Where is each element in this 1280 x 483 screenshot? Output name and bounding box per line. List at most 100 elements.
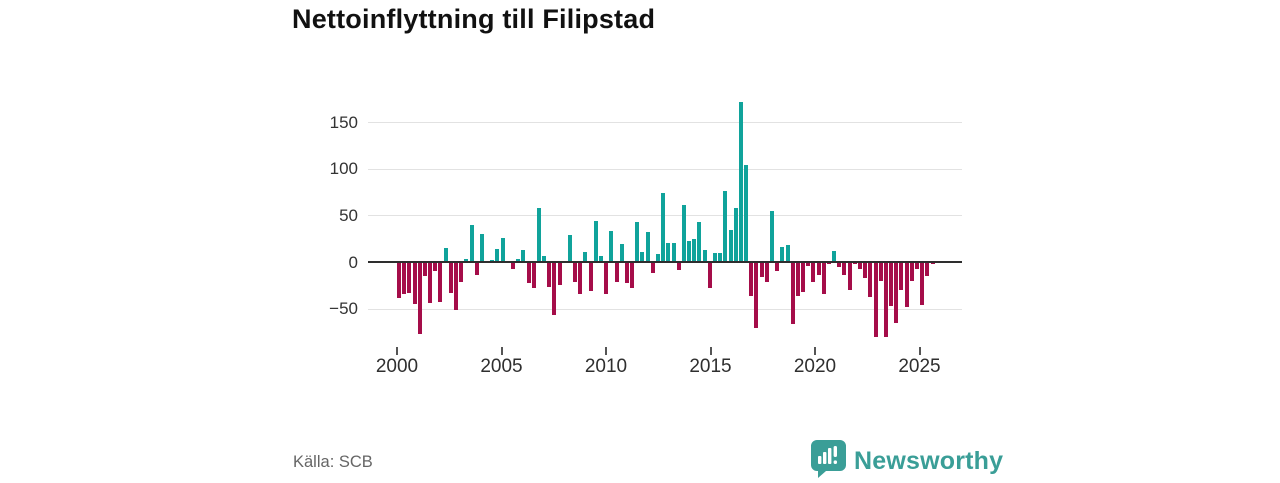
bar-q70 xyxy=(759,262,764,277)
bar-q37 xyxy=(588,262,593,291)
bar-q25 xyxy=(526,262,531,283)
bar-q78 xyxy=(801,262,806,292)
bar-q27 xyxy=(536,207,541,262)
bar-q50 xyxy=(656,253,660,262)
bar-q48 xyxy=(645,232,650,262)
bar-q30 xyxy=(552,262,557,316)
bar-q91 xyxy=(868,262,873,298)
bar-q52 xyxy=(666,243,671,262)
bar-q90 xyxy=(863,262,868,278)
bar-q94 xyxy=(883,262,888,337)
bar-q0 xyxy=(397,262,401,299)
bar-q24 xyxy=(521,249,526,262)
bar-q61 xyxy=(712,252,717,262)
bar-q58 xyxy=(697,221,702,262)
x-tick-label-2000: 2000 xyxy=(375,356,419,377)
bar-q54 xyxy=(676,262,681,271)
bar-q96 xyxy=(894,262,899,323)
brand-logo: Newsworthy xyxy=(810,439,1004,483)
bar-q16 xyxy=(479,234,484,262)
bar-q56 xyxy=(687,241,692,262)
newsworthy-bubble-chart-icon xyxy=(810,439,847,483)
bar-q3 xyxy=(412,262,417,304)
bar-q95 xyxy=(889,262,894,306)
bar-q77 xyxy=(795,262,800,297)
gridline-100 xyxy=(368,168,962,170)
bar-q98 xyxy=(904,262,909,307)
bar-q4 xyxy=(417,262,422,334)
bar-q68 xyxy=(749,262,754,297)
y-tick-label-100: 100 xyxy=(329,159,358,179)
bar-q80 xyxy=(811,262,816,282)
bar-q65 xyxy=(733,207,738,262)
x-tick-2025 xyxy=(918,347,921,355)
bar-q72 xyxy=(769,210,774,262)
bar-q49 xyxy=(650,262,655,274)
bar-q40 xyxy=(604,262,609,294)
bar-q45 xyxy=(630,262,635,289)
bar-q69 xyxy=(754,262,759,329)
bar-q63 xyxy=(723,191,728,262)
bar-q89 xyxy=(858,262,863,269)
bar-q19 xyxy=(495,248,500,262)
bar-q15 xyxy=(474,262,479,276)
bar-q59 xyxy=(702,249,707,262)
bar-q102 xyxy=(925,262,930,276)
bar-q81 xyxy=(816,262,821,276)
x-tick-2020 xyxy=(814,347,816,355)
bar-q62 xyxy=(718,252,723,262)
chart-title: Nettoinflyttning till Filipstad xyxy=(292,4,656,34)
x-tick-2005 xyxy=(500,347,503,355)
bar-q74 xyxy=(780,247,785,262)
bar-q92 xyxy=(873,262,878,337)
bar-q9 xyxy=(443,248,448,262)
bar-q101 xyxy=(920,262,925,305)
bar-q43 xyxy=(619,244,624,262)
bar-q8 xyxy=(438,262,443,303)
bar-q33 xyxy=(567,234,572,262)
bar-q67 xyxy=(744,165,749,262)
brand-name: Newsworthy xyxy=(854,446,1004,475)
bar-q5 xyxy=(422,262,427,276)
bar-q76 xyxy=(790,262,795,324)
bar-q31 xyxy=(557,262,562,286)
bar-q34 xyxy=(573,262,578,282)
bar-q75 xyxy=(785,245,790,262)
x-tick-2010 xyxy=(605,347,607,355)
bar-q13 xyxy=(464,259,469,262)
bar-q53 xyxy=(671,243,676,262)
bar-q39 xyxy=(599,256,604,262)
source-note: Källa: SCB xyxy=(293,453,373,471)
bar-q51 xyxy=(661,193,666,262)
bar-q38 xyxy=(593,220,598,262)
bar-q44 xyxy=(624,262,629,284)
bar-q7 xyxy=(433,262,438,272)
bar-q60 xyxy=(707,262,712,289)
bar-q97 xyxy=(899,262,904,290)
bar-q57 xyxy=(692,238,697,262)
bar-q36 xyxy=(583,251,588,262)
bar-q46 xyxy=(635,221,640,262)
bar-q22 xyxy=(510,262,515,270)
bar-q73 xyxy=(775,262,780,272)
bar-q85 xyxy=(837,262,842,267)
bar-q10 xyxy=(448,262,453,293)
bar-q42 xyxy=(614,262,619,282)
bar-q1 xyxy=(402,262,407,294)
bar-q99 xyxy=(909,262,914,281)
bar-q11 xyxy=(453,262,458,311)
x-tick-label-2005: 2005 xyxy=(480,356,523,377)
gridline-150 xyxy=(368,122,962,124)
bar-q71 xyxy=(764,262,769,282)
y-tick-label-0: 0 xyxy=(348,252,358,272)
x-tick-2000 xyxy=(396,347,398,355)
bar-q47 xyxy=(640,251,645,262)
bar-q87 xyxy=(847,262,852,290)
bar-q35 xyxy=(578,262,583,294)
x-tick-2015 xyxy=(709,347,712,355)
bar-q93 xyxy=(878,262,883,281)
bar-q6 xyxy=(428,262,433,303)
y-tick-label-150: 150 xyxy=(329,112,358,132)
bar-q86 xyxy=(842,262,847,276)
bar-q12 xyxy=(459,262,464,282)
